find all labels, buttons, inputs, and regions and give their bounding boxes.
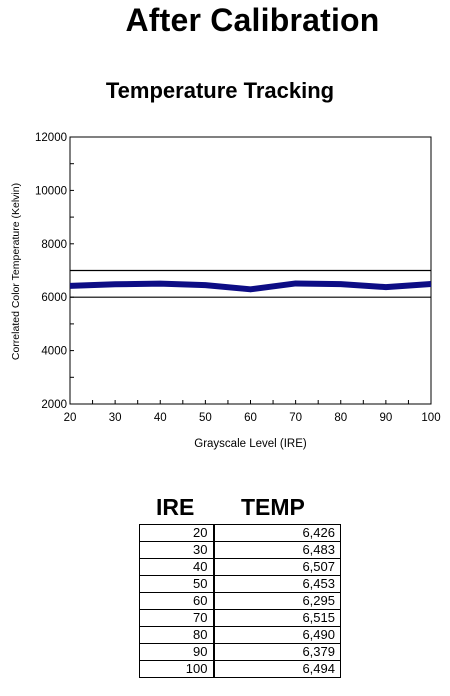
ire-cell: 20 [139, 524, 215, 542]
y-axis-label: Correlated Color Temperature (Kelvin) [10, 183, 22, 360]
x-tick-label: 80 [334, 412, 347, 424]
table-row: 50 6,453 [139, 575, 341, 593]
ire-cell: 30 [139, 541, 215, 559]
temp-cell: 6,453 [213, 575, 341, 593]
temp-cell: 6,379 [213, 643, 341, 661]
y-tick-label: 4000 [41, 346, 67, 358]
table-row: 90 6,379 [139, 643, 341, 661]
x-tick-label: 90 [379, 412, 392, 424]
temp-cell: 6,483 [213, 541, 341, 559]
table-row: 20 6,426 [139, 524, 341, 542]
temp-cell: 6,295 [213, 592, 341, 610]
table-row: 60 6,295 [139, 592, 341, 610]
y-tick-label: 6000 [41, 292, 67, 304]
x-tick-label: 40 [154, 412, 167, 424]
ire-cell: 90 [139, 643, 215, 661]
calibration-table: 20 6,426 30 6,483 40 6,507 50 6,453 60 6,295 70 6,5… [139, 524, 341, 678]
ire-cell: 50 [139, 575, 215, 593]
temp-cell: 6,507 [213, 558, 341, 576]
x-tick-label: 30 [109, 412, 122, 424]
ire-cell: 80 [139, 626, 215, 644]
table-row: 100 6,494 [139, 660, 341, 678]
table-row: 30 6,483 [139, 541, 341, 559]
y-tick-label: 10000 [35, 185, 67, 197]
table-row: 70 6,515 [139, 609, 341, 627]
page-title: After Calibration [125, 2, 380, 38]
table-row: 40 6,507 [139, 558, 341, 576]
x-tick-label: 20 [64, 412, 77, 424]
ire-cell: 40 [139, 558, 215, 576]
temp-cell: 6,490 [213, 626, 341, 644]
temp-cell: 6,426 [213, 524, 341, 542]
ire-cell: 60 [139, 592, 215, 610]
y-tick-label: 12000 [35, 132, 67, 144]
table-header-temp: TEMP [241, 494, 305, 520]
y-tick-label: 8000 [41, 239, 67, 251]
x-tick-label: 50 [199, 412, 212, 424]
ire-cell: 70 [139, 609, 215, 627]
series-line [69, 280, 432, 293]
y-tick-label: 2000 [41, 399, 67, 411]
temperature-tracking-chart: 2000 4000 6000 8000 10000 12000 20 30 40 50 60 70 80… [10, 132, 441, 450]
temp-cell: 6,494 [213, 660, 341, 678]
chart-title: Temperature Tracking [105, 78, 335, 103]
temp-cell: 6,515 [213, 609, 341, 627]
x-axis-label: Grayscale Level (IRE) [194, 438, 307, 450]
ire-cell: 100 [139, 660, 215, 678]
x-tick-label: 70 [289, 412, 302, 424]
table-header-ire: IRE [156, 494, 195, 520]
x-tick-label: 60 [244, 412, 257, 424]
table-row: 80 6,490 [139, 626, 341, 644]
x-tick-label: 100 [421, 412, 440, 424]
